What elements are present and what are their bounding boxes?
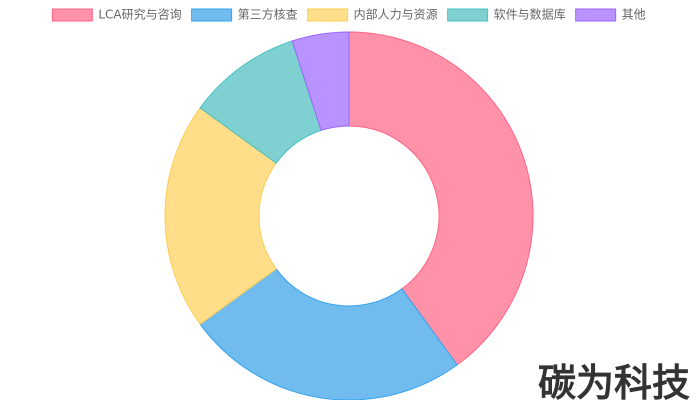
legend-swatch xyxy=(575,8,617,22)
watermark: 碳为科技 xyxy=(538,361,690,400)
legend: LCA研究与咨询 第三方核查 内部人力与资源 软件与数据库 其他 xyxy=(51,7,646,22)
legend-label: 其他 xyxy=(622,8,646,22)
doughnut-segment xyxy=(164,107,277,325)
doughnut-segment xyxy=(348,31,534,366)
doughnut-segment xyxy=(291,31,350,132)
doughnut-segment xyxy=(199,268,458,400)
legend-label: 内部人力与资源 xyxy=(354,7,438,22)
legend-swatch xyxy=(51,8,93,22)
legend-label: 第三方核查 xyxy=(238,7,298,22)
legend-swatch xyxy=(447,8,489,22)
legend-swatch xyxy=(191,8,233,22)
legend-label: 软件与数据库 xyxy=(494,7,566,22)
legend-swatch xyxy=(307,8,349,22)
legend-label: LCA研究与咨询 xyxy=(98,7,181,22)
